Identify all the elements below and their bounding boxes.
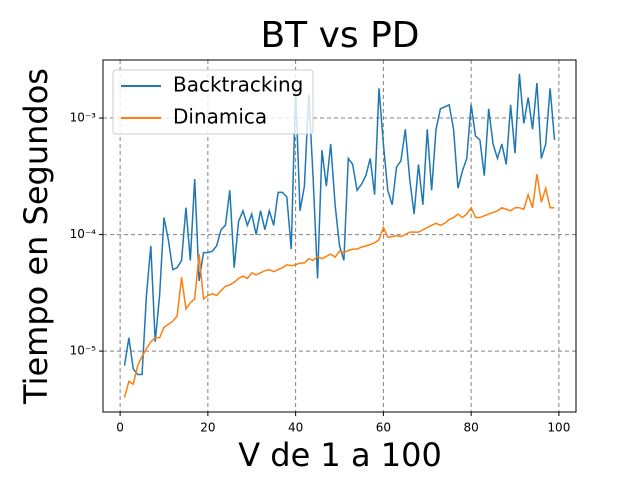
legend-label: Dinamica bbox=[173, 105, 267, 129]
legend-box bbox=[112, 69, 314, 135]
x-tick-label: 60 bbox=[376, 421, 391, 435]
x-tick-label: 0 bbox=[116, 421, 124, 435]
legend-label: Backtracking bbox=[173, 73, 303, 97]
data-line bbox=[123, 73, 556, 376]
x-tick-label: 20 bbox=[200, 421, 215, 435]
y-axis-label: Tiempo en Segundos bbox=[17, 68, 55, 405]
plot-frame bbox=[102, 59, 577, 413]
data-line bbox=[123, 174, 555, 398]
x-axis-label: V de 1 a 100 bbox=[238, 436, 442, 474]
y-tick-label: 10⁻³ bbox=[70, 111, 97, 125]
y-tick-label: 10⁻⁵ bbox=[70, 344, 97, 358]
x-tick-label: 100 bbox=[547, 421, 570, 435]
chart-title: BT vs PD bbox=[260, 15, 419, 56]
x-tick-label: 80 bbox=[463, 421, 478, 435]
x-tick-label: 40 bbox=[288, 421, 303, 435]
y-tick-label: 10⁻⁴ bbox=[70, 227, 97, 241]
